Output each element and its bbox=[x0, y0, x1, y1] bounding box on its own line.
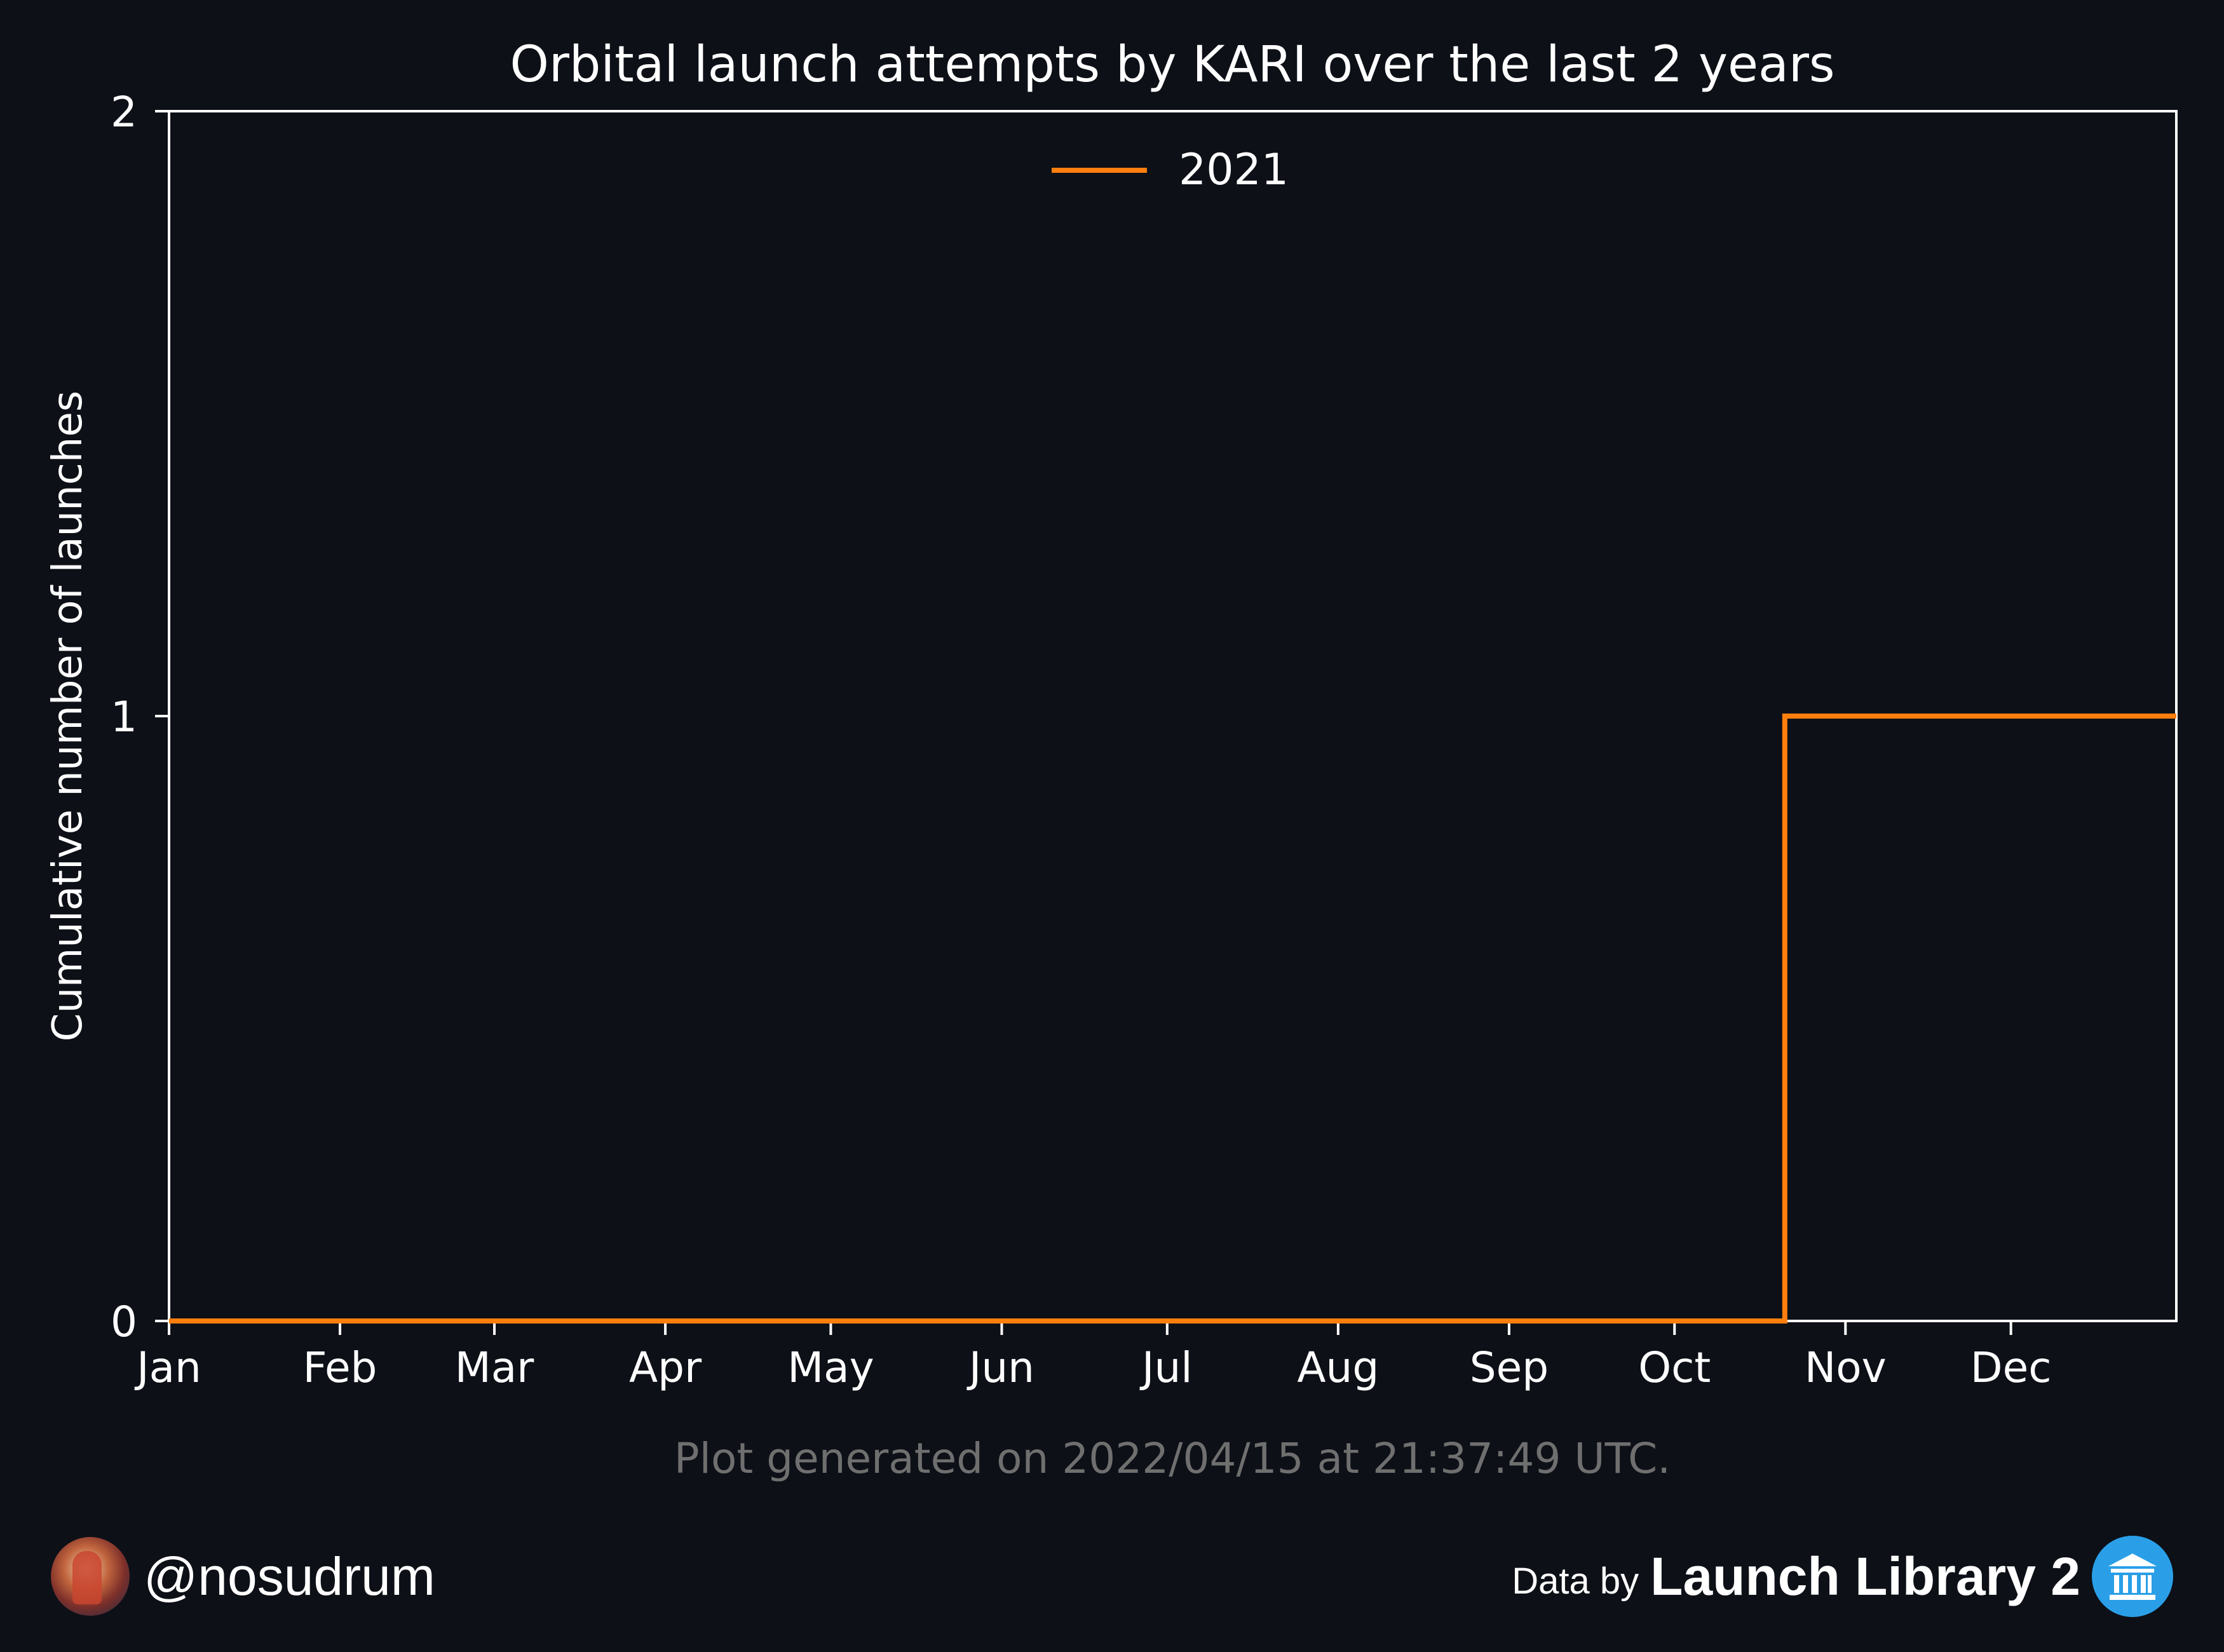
x-tick-label: May bbox=[787, 1343, 874, 1392]
y-tick-label: 0 bbox=[111, 1297, 137, 1346]
y-axis: 0 1 2 bbox=[111, 88, 169, 1346]
chart-title: Orbital launch attempts by KARI over the… bbox=[510, 36, 1834, 93]
x-tick-label: Mar bbox=[455, 1343, 534, 1392]
author-handle: @nosudrum bbox=[144, 1547, 435, 1606]
author-credit: @nosudrum bbox=[51, 1535, 435, 1618]
x-tick-label: Apr bbox=[629, 1343, 702, 1392]
x-tick-label: Jul bbox=[1139, 1343, 1193, 1392]
legend: 2021 bbox=[1052, 145, 1289, 195]
y-tick-label: 1 bbox=[111, 693, 137, 741]
x-tick-label: Jun bbox=[966, 1343, 1034, 1392]
library-building-icon bbox=[2092, 1536, 2173, 1617]
x-tick-label: Aug bbox=[1297, 1343, 1379, 1392]
plot-footnote: Plot generated on 2022/04/15 at 21:37:49… bbox=[674, 1434, 1671, 1483]
data-by-label: Data by bbox=[1512, 1560, 1639, 1602]
x-axis: Jan Feb Mar Apr May Jun Jul Aug Sep Oct Nov Dec bbox=[134, 1321, 2052, 1392]
x-tick-label: Dec bbox=[1970, 1343, 2052, 1392]
x-tick-label: Oct bbox=[1638, 1343, 1711, 1392]
y-tick-label: 2 bbox=[111, 88, 137, 137]
series-layer bbox=[169, 714, 2176, 1324]
user-avatar-icon bbox=[51, 1537, 130, 1616]
x-tick-label: Jan bbox=[134, 1343, 201, 1392]
y-axis-label: Cumulative number of launches bbox=[44, 391, 92, 1041]
x-tick-label: Sep bbox=[1470, 1343, 1549, 1392]
legend-label-2021: 2021 bbox=[1179, 145, 1289, 195]
x-tick-label: Feb bbox=[303, 1343, 377, 1392]
source-name: Launch Library 2 bbox=[1650, 1547, 2080, 1606]
source-credit: Data by Launch Library 2 bbox=[1512, 1535, 2173, 1618]
x-tick-label: Nov bbox=[1805, 1343, 1887, 1392]
series-line-2021 bbox=[169, 714, 2176, 1324]
